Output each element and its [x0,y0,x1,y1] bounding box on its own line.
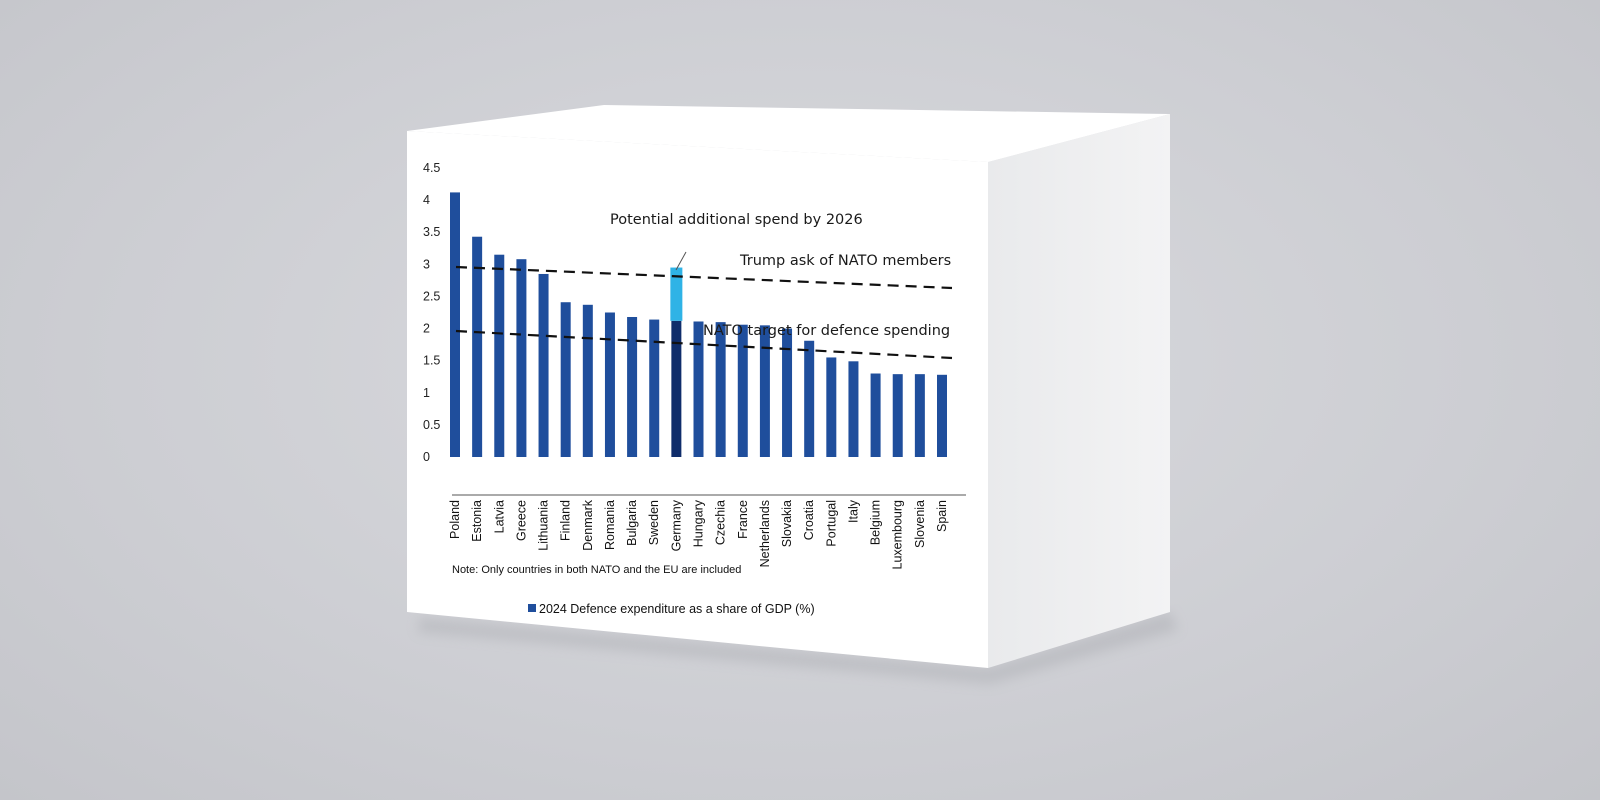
category-label-czechia: Czechia [714,500,728,545]
y-tick-label: 3.5 [423,225,440,239]
y-tick-label: 0 [423,450,430,464]
category-label-belgium: Belgium [869,500,883,545]
bar-poland [450,192,460,457]
y-tick-label: 0.5 [423,418,440,432]
bar-france [737,324,748,457]
category-label-bulgaria: Bulgaria [625,500,639,546]
category-label-germany: Germany [669,499,683,551]
category-label-poland: Poland [448,500,462,539]
y-tick-label: 2.5 [423,289,440,303]
bar-germany [671,320,682,457]
bar-romania [604,312,615,457]
bar-denmark [582,304,593,457]
y-axis: 0 0.5 1 1.5 2 2.5 3 3.5 4 4.5 [423,161,440,464]
bar-italy [848,361,859,457]
category-label-france: France [736,500,750,539]
y-tick-label: 1.5 [423,354,440,368]
legend-swatch [528,604,536,612]
category-labels: Poland Estonia Latvia Greece Lithuania Finlan… [448,499,949,569]
bar-estonia [472,236,483,457]
box-side-face [988,114,1170,668]
legend-label: 2024 Defence expenditure as a share of G… [539,602,815,616]
potential-additional-label: Potential additional spend by 2026 [610,212,863,228]
bar-croatia [804,340,815,457]
category-label-lithuania: Lithuania [537,500,551,551]
category-label-netherlands: Netherlands [758,500,772,567]
category-label-hungary: Hungary [692,499,706,547]
category-label-denmark: Denmark [581,499,595,550]
y-tick-label: 4 [423,193,430,207]
nato-target-line [455,329,953,360]
category-label-portugal: Portugal [824,500,838,547]
chart-note: Note: Only countries in both NATO and th… [452,564,741,576]
box-top-face [407,105,1170,162]
bar-spain [937,374,947,457]
bar-netherlands [759,325,770,457]
category-label-estonia: Estonia [470,500,484,542]
bar-lithuania [538,273,549,457]
category-label-croatia: Croatia [802,500,816,540]
bar-belgium [870,373,881,457]
bar-germany-additional [670,267,683,321]
category-label-italy: Italy [846,499,860,523]
bars [450,192,947,457]
category-label-romania: Romania [603,500,617,550]
bar-greece [516,259,527,457]
bar-finland [560,302,571,457]
bar-latvia [494,254,505,457]
category-label-spain: Spain [935,500,949,532]
category-label-slovakia: Slovakia [780,500,794,547]
trump-ask-line [455,265,953,290]
nato-target-label: NATO target for defence spending [703,323,950,339]
bar-bulgaria [627,316,638,457]
bar-slovenia [914,374,925,457]
category-label-greece: Greece [514,500,528,541]
bar-slovakia [782,328,793,457]
trump-ask-label: Trump ask of NATO members [739,253,951,269]
annotation-pointer [675,251,687,271]
bar-sweden [649,319,660,457]
category-label-sweden: Sweden [647,500,661,545]
category-label-latvia: Latvia [492,500,506,533]
y-tick-label: 1 [423,386,430,400]
y-tick-label: 4.5 [423,161,440,175]
bar-portugal [826,357,837,457]
bar-czechia [715,322,726,457]
category-label-luxembourg: Luxembourg [891,500,905,570]
bar-luxembourg [892,374,903,457]
y-tick-label: 2 [423,322,430,336]
bar-hungary [693,321,704,457]
category-label-slovenia: Slovenia [913,500,927,548]
y-tick-label: 3 [423,257,430,271]
category-label-finland: Finland [559,500,573,541]
